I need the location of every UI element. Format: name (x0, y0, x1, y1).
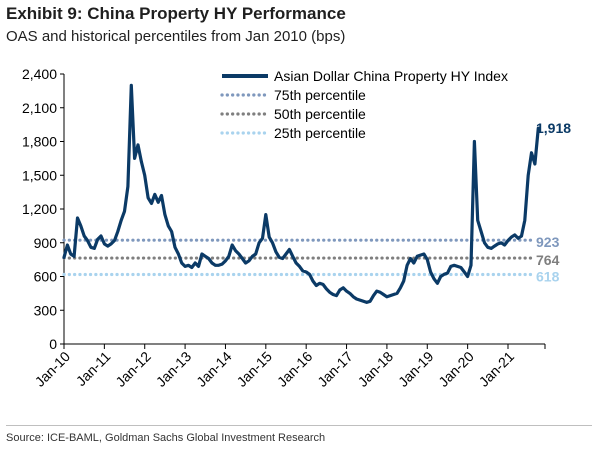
footer-divider (6, 425, 592, 426)
x-tick-label: Jan-21 (476, 348, 518, 390)
y-tick-label: 300 (34, 302, 58, 318)
index-series-line (62, 83, 540, 304)
chart-subtitle: OAS and historical percentiles from Jan … (6, 28, 346, 45)
x-tick-label: Jan-15 (233, 348, 275, 390)
legend-label: 50th percentile (274, 106, 366, 122)
y-tick-label: 2,400 (22, 66, 57, 82)
x-tick-label: Jan-17 (314, 348, 356, 390)
legend-label: 25th percentile (274, 125, 366, 141)
end-label: 1,918 (536, 120, 571, 136)
end-label: 764 (536, 252, 560, 268)
x-tick-label: Jan-16 (274, 348, 316, 390)
legend-label: 75th percentile (274, 87, 366, 103)
legend: Asian Dollar China Property HY Index 75th… (220, 68, 508, 141)
index-series (62, 83, 540, 304)
y-tick-label: 900 (34, 235, 58, 251)
y-tick-label: 1,200 (22, 201, 57, 217)
x-tick-label: Jan-18 (355, 348, 397, 390)
line-chart: 0 300 600 900 1,200 1,500 1,800 2,100 2,400 Jan-1… (22, 66, 571, 390)
x-tick-label: Jan-14 (193, 348, 235, 390)
y-tick-label: 1,500 (22, 167, 57, 183)
y-tick-label: 600 (34, 269, 58, 285)
x-tick-label: Jan-19 (395, 348, 437, 390)
x-tick-label: Jan-13 (153, 348, 195, 390)
chart-title: Exhibit 9: China Property HY Performance (6, 4, 346, 23)
source-note: Source: ICE-BAML, Goldman Sachs Global I… (6, 432, 326, 444)
y-tick-label: 1,800 (22, 134, 57, 150)
end-label: 618 (536, 268, 560, 284)
end-label: 923 (536, 234, 560, 250)
y-tick-label: 0 (49, 336, 57, 352)
x-tick-label: Jan-11 (73, 348, 114, 389)
percentile-lines (62, 238, 537, 277)
x-tick-label: Jan-10 (32, 348, 74, 390)
legend-label: Asian Dollar China Property HY Index (274, 68, 508, 84)
x-tick-label: Jan-12 (112, 348, 154, 390)
y-tick-label: 2,100 (22, 100, 57, 116)
x-tick-label: Jan-20 (435, 348, 477, 390)
